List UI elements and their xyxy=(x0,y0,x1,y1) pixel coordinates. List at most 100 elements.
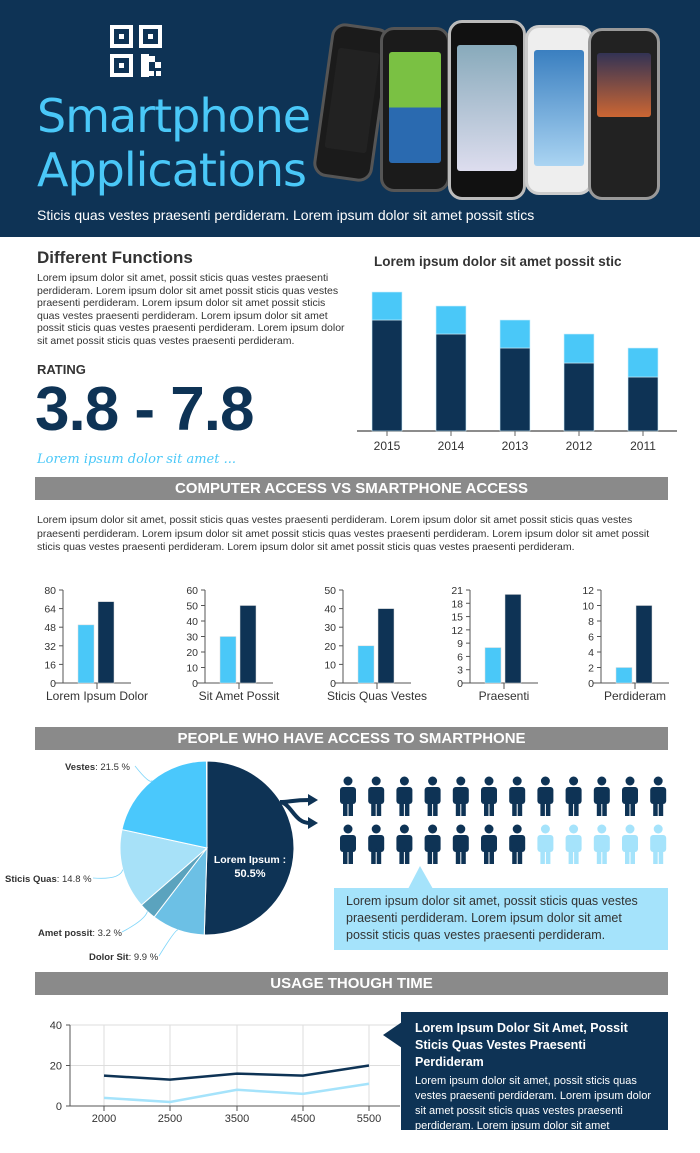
pie-label: Amet possit: 3.2 % xyxy=(38,928,122,939)
person-icon xyxy=(481,776,497,816)
subtitle: Sticis quas vestes praesenti perdideram.… xyxy=(37,207,535,223)
functions-heading: Different Functions xyxy=(37,248,193,267)
pie-label-name: Vestes xyxy=(65,762,95,773)
people-callout: Lorem ipsum dolor sit amet, possit stici… xyxy=(334,888,668,950)
y-tick-label: 4 xyxy=(588,647,594,659)
pie-label-value: : 9.9 % xyxy=(129,952,159,963)
person-icon xyxy=(537,824,554,864)
bar xyxy=(97,601,115,684)
bar-segment xyxy=(499,347,531,432)
x-tick-label: Sit Amet Possit xyxy=(199,689,280,703)
y-tick-label: 32 xyxy=(44,641,56,653)
x-tick-label: 2500 xyxy=(158,1113,182,1125)
x-tick-label: 2013 xyxy=(502,439,529,453)
banner-usage: USAGE THOUGH TIME xyxy=(35,972,668,995)
x-tick-label: 2015 xyxy=(374,439,401,453)
person-icon xyxy=(424,776,441,816)
y-tick-label: 30 xyxy=(186,632,198,644)
x-tick-label: 3500 xyxy=(225,1113,249,1125)
person-icon xyxy=(650,824,667,864)
pie-label-value: : 21.5 % xyxy=(95,762,130,773)
bar-segment xyxy=(499,319,531,349)
bar-chart-title: Lorem ipsum dolor sit amet possit stic xyxy=(374,254,622,269)
person-icon xyxy=(340,776,356,816)
series-line xyxy=(103,1064,370,1081)
pie-chart: Dolor Sit: 9.9 % Amet possit: 3.2 % Sticis… xyxy=(5,760,295,963)
computer-body: Lorem ipsum dolor sit amet, possit stici… xyxy=(37,514,650,553)
person-icon xyxy=(593,776,610,816)
y-tick-label: 6 xyxy=(588,632,594,644)
bar xyxy=(635,605,653,684)
x-tick-label: 4500 xyxy=(291,1113,315,1125)
person-icon xyxy=(396,776,413,816)
bar xyxy=(77,624,95,684)
leader-line xyxy=(92,869,124,879)
y-tick-label: 8 xyxy=(588,616,594,628)
person-icon xyxy=(396,824,413,864)
person-icon xyxy=(452,776,469,816)
y-tick-label: 20 xyxy=(186,647,198,659)
y-tick-label: 16 xyxy=(44,659,56,671)
people-icons xyxy=(340,776,667,864)
y-tick-label: 0 xyxy=(56,1101,62,1113)
pie-label-value: : 3.2 % xyxy=(92,928,122,939)
y-tick-label: 40 xyxy=(324,604,336,616)
bar xyxy=(504,594,522,684)
banner-computer-access: COMPUTER ACCESS VS SMARTPHONE ACCESS xyxy=(35,477,668,500)
leader-line xyxy=(158,929,178,957)
y-tick-label: 21 xyxy=(451,585,463,597)
rating-value: 3.8 - 7.8 xyxy=(35,375,254,444)
bar-segment xyxy=(371,291,403,321)
y-tick-label: 50 xyxy=(186,601,198,613)
person-icon xyxy=(565,776,582,816)
bar xyxy=(615,667,633,684)
box-pointer xyxy=(383,1022,402,1048)
y-tick-label: 60 xyxy=(186,585,198,597)
y-tick-label: 10 xyxy=(324,659,336,671)
phones-image xyxy=(311,15,665,205)
y-tick-label: 9 xyxy=(457,638,463,650)
person-icon xyxy=(368,824,385,864)
leader-line xyxy=(121,911,148,933)
title-line-2: Applications xyxy=(37,143,307,197)
pie-label: Sticis Quas: 14.8 % xyxy=(5,874,92,885)
x-tick-label: 5500 xyxy=(357,1113,381,1125)
bar xyxy=(377,608,395,684)
usage-box-body: Lorem ipsum dolor sit amet, possit stici… xyxy=(415,1075,652,1132)
y-tick-label: 0 xyxy=(588,678,594,690)
y-tick-label: 30 xyxy=(324,622,336,634)
y-tick-label: 0 xyxy=(192,678,198,690)
usage-info-box: Lorem Ipsum Dolor Sit Amet, Possit Stici… xyxy=(401,1012,668,1132)
line-chart: 0 20 40 2000 2500 3500 4500 5500 xyxy=(50,1020,400,1125)
stacked-bar-chart: 2015 2014 2013 2012 2011 xyxy=(357,291,677,453)
x-tick-label: 2012 xyxy=(566,439,593,453)
person-icon xyxy=(593,824,610,864)
x-tick-label: 2011 xyxy=(630,439,656,453)
x-tick-label: 2014 xyxy=(438,439,465,453)
y-tick-label: 0 xyxy=(457,678,463,690)
x-tick-label: Lorem Ipsum Dolor xyxy=(46,689,148,703)
y-tick-label: 3 xyxy=(457,665,463,677)
callout-pointer xyxy=(408,866,433,889)
bar-segment xyxy=(371,319,403,432)
y-tick-label: 64 xyxy=(44,604,56,616)
person-icon xyxy=(650,776,667,816)
y-tick-label: 6 xyxy=(457,651,463,663)
person-icon xyxy=(368,776,385,816)
pie-label: Vestes: 21.5 % xyxy=(65,762,131,773)
x-tick-label: Perdideram xyxy=(604,689,666,703)
person-icon xyxy=(340,824,356,864)
pie-center-value: 50.5% xyxy=(234,868,265,880)
person-icon xyxy=(424,824,441,864)
bar xyxy=(239,605,257,684)
y-tick-label: 10 xyxy=(582,601,594,613)
split-arrows-icon xyxy=(280,794,318,829)
bar-segment xyxy=(563,333,595,364)
person-icon xyxy=(509,824,526,864)
y-tick-label: 40 xyxy=(186,616,198,628)
y-tick-label: 20 xyxy=(50,1061,62,1073)
y-tick-label: 50 xyxy=(324,585,336,597)
usage-box-title: Lorem Ipsum Dolor Sit Amet, Possit Stici… xyxy=(415,1021,628,1069)
series-line xyxy=(103,1082,370,1104)
